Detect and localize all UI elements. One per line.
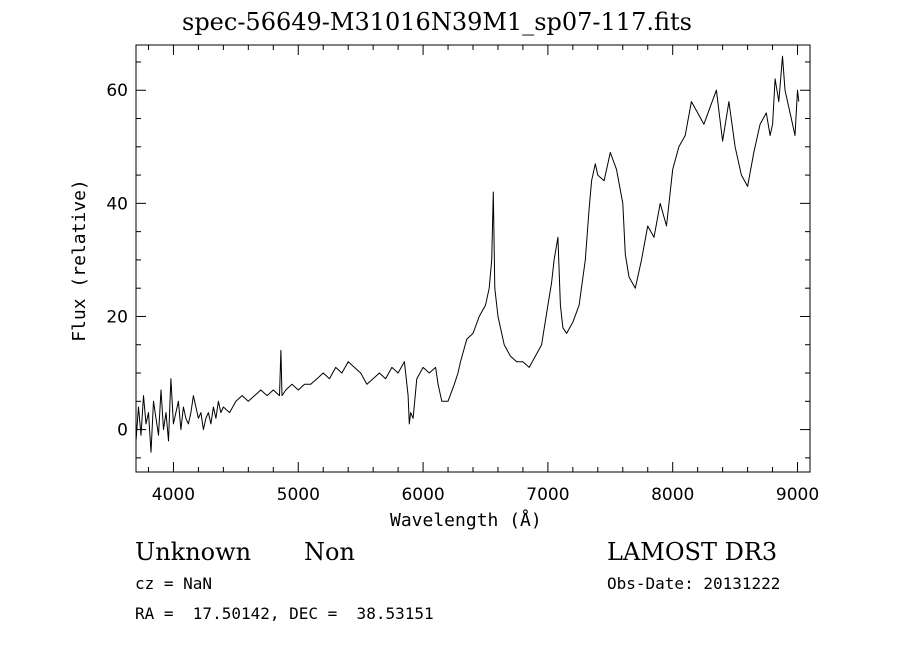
y-tick-label: 20 [106, 307, 128, 327]
y-tick-label: 0 [117, 421, 128, 441]
x-tick-label: 4000 [152, 485, 195, 505]
coordinates-text: RA = 17.50142, DEC = 38.53151 [135, 604, 434, 623]
chart-title: spec-56649-M31016N39M1_sp07-117.fits [182, 8, 692, 36]
x-tick-label: 8000 [651, 485, 694, 505]
x-tick-label: 7000 [526, 485, 569, 505]
x-tick-label: 5000 [277, 485, 320, 505]
y-tick-label: 40 [106, 194, 128, 214]
survey-name: LAMOST DR3 [607, 538, 778, 566]
y-axis-label: Flux (relative) [68, 179, 90, 342]
object-class: Unknown [135, 538, 252, 566]
y-tick-label: 60 [106, 81, 128, 101]
observation-date: Obs-Date: 20131222 [607, 574, 781, 593]
x-axis-label: Wavelength (Å) [390, 510, 542, 531]
object-subclass: Non [304, 538, 355, 566]
x-tick-label: 9000 [776, 485, 819, 505]
redshift-text: cz = NaN [135, 574, 213, 593]
x-tick-label: 6000 [401, 485, 444, 505]
spectrum-line [135, 55, 800, 453]
